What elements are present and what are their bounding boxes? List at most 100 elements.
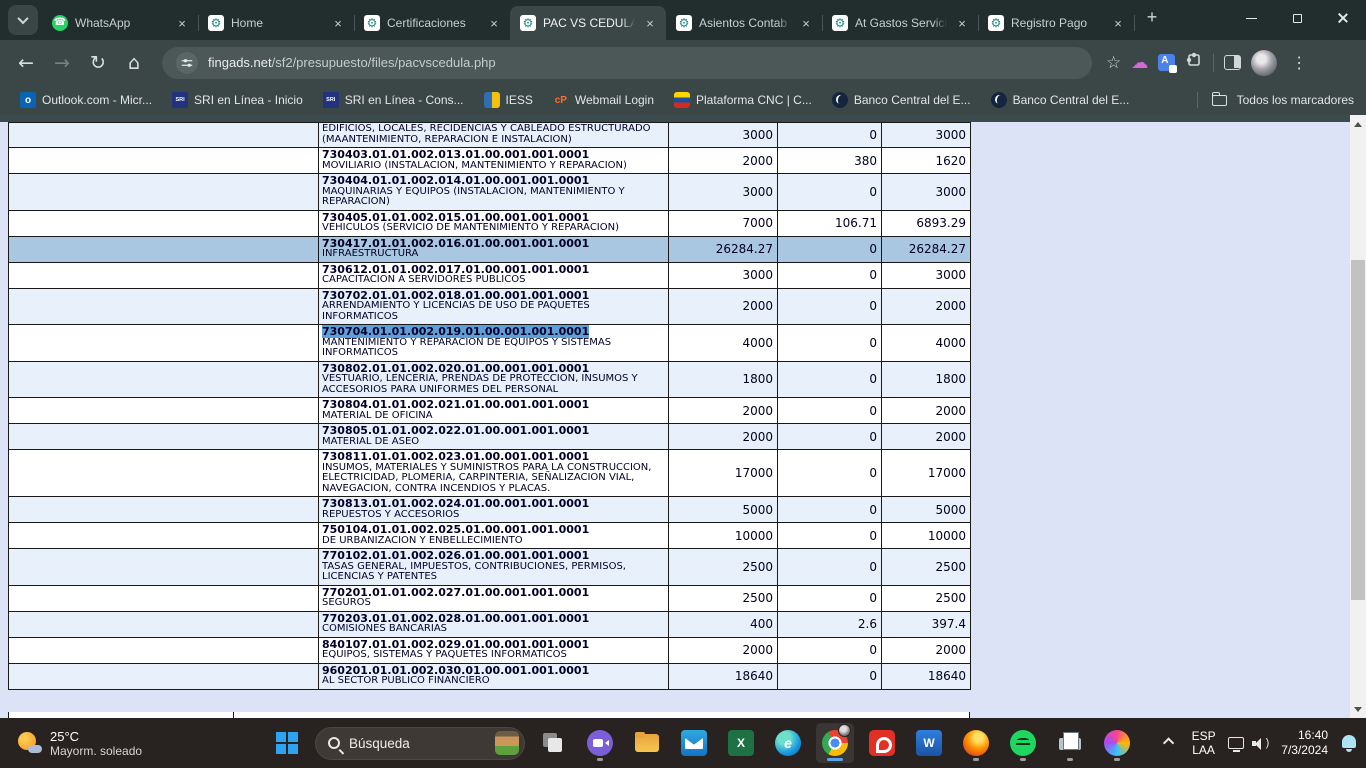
row-empty-cell[interactable] (8, 173, 319, 211)
tab-close-icon[interactable] (174, 15, 190, 31)
table-row[interactable]: 730802.01.01.002.020.01.00.001.001.0001 … (8, 360, 971, 398)
tab-close-icon[interactable] (798, 15, 814, 31)
row-empty-cell[interactable] (8, 662, 319, 690)
table-row[interactable]: 730404.01.01.002.014.01.00.001.001.0001 … (8, 173, 971, 211)
word-icon[interactable]: W (910, 723, 948, 763)
bookmark-item[interactable]: cP Webmail Login (545, 89, 662, 111)
paint-icon[interactable] (1098, 723, 1136, 763)
row-empty-cell[interactable] (8, 235, 319, 263)
tab-close-icon[interactable] (1110, 15, 1126, 31)
bookmark-item[interactable]: Plataforma CNC | C... (666, 89, 820, 111)
browser-tab[interactable]: At Gastos Servici (822, 6, 979, 40)
bookmark-item[interactable]: o Outlook.com - Micr... (12, 89, 160, 111)
table-row[interactable]: 730804.01.01.002.021.01.00.001.001.0001 … (8, 397, 971, 424)
start-button[interactable] (268, 723, 306, 763)
browser-menu-icon[interactable]: ⋮ (1291, 53, 1308, 72)
bookmark-item[interactable]: IESS (476, 89, 541, 111)
translate-icon[interactable] (1158, 54, 1178, 73)
scroll-down-arrow[interactable] (1350, 702, 1366, 716)
tab-close-icon[interactable] (486, 15, 502, 31)
language-indicator[interactable]: ESP LAA (1192, 729, 1216, 757)
clock[interactable]: 16:40 7/3/2024 (1281, 728, 1328, 758)
address-bar[interactable]: fingads.net/sf2/presupuesto/files/pacvsc… (162, 46, 1092, 79)
tab-search-button[interactable] (8, 5, 38, 35)
file-explorer-icon[interactable] (628, 723, 666, 763)
all-bookmarks-button[interactable]: Todos los marcadores (1236, 93, 1354, 107)
row-empty-cell[interactable] (8, 324, 319, 362)
bookmark-item[interactable]: Banco Central del E... (983, 89, 1138, 111)
browser-tab[interactable]: Registro Pago (978, 6, 1135, 40)
printer-icon[interactable] (1051, 723, 1089, 763)
table-row[interactable]: 750104.01.01.002.025.01.00.001.001.0001 … (8, 522, 971, 549)
tab-close-icon[interactable] (330, 15, 346, 31)
row-empty-cell[interactable] (8, 209, 319, 237)
row-empty-cell[interactable] (8, 122, 319, 148)
profile-avatar[interactable] (1251, 49, 1278, 76)
table-row[interactable]: 960201.01.01.002.030.01.00.001.001.0001 … (8, 662, 971, 690)
site-info-icon[interactable] (176, 51, 198, 74)
row-empty-cell[interactable] (8, 610, 319, 638)
table-row[interactable]: 770102.01.01.002.026.01.00.001.001.0001 … (8, 548, 971, 586)
table-row[interactable]: 730805.01.01.002.022.01.00.001.001.0001 … (8, 423, 971, 450)
browser-tab[interactable]: Home (198, 6, 355, 40)
excel-icon[interactable]: X (722, 723, 760, 763)
side-panel-icon[interactable] (1224, 55, 1242, 70)
table-row[interactable]: 730417.01.01.002.016.01.00.001.001.0001 … (8, 235, 971, 263)
row-empty-cell[interactable] (8, 548, 319, 586)
table-row[interactable]: 730811.01.01.002.023.01.00.001.001.0001 … (8, 449, 971, 497)
chat-icon[interactable] (581, 723, 619, 763)
notifications-bell-icon[interactable] (1340, 733, 1358, 753)
tab-close-icon[interactable] (954, 15, 970, 31)
extension-cloud-icon[interactable]: ☁ (1131, 52, 1149, 73)
table-row[interactable]: 840107.01.01.002.029.01.00.001.001.0001 … (8, 636, 971, 664)
scrollbar-thumb[interactable] (1351, 260, 1365, 600)
row-empty-cell[interactable] (8, 287, 319, 325)
vertical-scrollbar[interactable] (1350, 115, 1366, 718)
row-empty-cell[interactable] (8, 449, 319, 497)
close-button[interactable] (1320, 0, 1366, 36)
row-empty-cell[interactable] (8, 147, 319, 174)
minimize-button[interactable] (1228, 0, 1274, 36)
tab-close-icon[interactable] (642, 15, 658, 31)
tray-overflow-button[interactable] (1160, 733, 1180, 753)
forward-button[interactable]: → (54, 51, 70, 74)
bookmark-item[interactable]: Banco Central del E... (824, 89, 979, 111)
table-row[interactable]: 730702.01.01.002.018.01.00.001.001.0001 … (8, 287, 971, 325)
row-empty-cell[interactable] (8, 636, 319, 664)
row-empty-cell[interactable] (8, 261, 319, 289)
maximize-button[interactable] (1274, 0, 1320, 36)
browser-tab[interactable]: WhatsApp (42, 6, 199, 40)
bookmark-star-icon[interactable]: ☆ (1106, 52, 1122, 73)
row-empty-cell[interactable] (8, 584, 319, 612)
mail-icon[interactable] (675, 723, 713, 763)
row-empty-cell[interactable] (8, 522, 319, 549)
edge-icon[interactable]: e (769, 723, 807, 763)
extensions-puzzle-icon[interactable] (1185, 51, 1203, 74)
firefox-icon[interactable] (957, 723, 995, 763)
row-empty-cell[interactable] (8, 496, 319, 523)
table-row[interactable]: 730405.01.01.002.015.01.00.001.001.0001 … (8, 209, 971, 237)
back-button[interactable]: ← (18, 51, 34, 74)
new-tab-button[interactable]: + (1146, 7, 1158, 27)
table-row[interactable]: 730403.01.01.002.013.01.00.001.001.0001 … (8, 147, 971, 174)
row-empty-cell[interactable] (8, 397, 319, 424)
acrobat-icon[interactable] (863, 723, 901, 763)
bookmark-item[interactable]: SRI SRI en Línea - Cons... (315, 89, 472, 111)
bookmark-item[interactable]: SRI SRI en Línea - Inicio (164, 89, 311, 111)
tray-status-icons[interactable]: ) (1227, 737, 1269, 752)
table-row[interactable]: EDIFICIOS, LOCALES, RECIDENCIAS Y CABLEA… (8, 122, 971, 148)
spotify-icon[interactable] (1004, 723, 1042, 763)
reload-button[interactable]: ↻ (90, 51, 106, 74)
weather-widget[interactable]: 25°C Mayorm. soleado (10, 718, 148, 768)
browser-tab[interactable]: PAC VS CEDULA (510, 6, 666, 40)
chrome-icon[interactable] (816, 723, 854, 763)
table-row[interactable]: 730612.01.01.002.017.01.00.001.001.0001 … (8, 261, 971, 289)
table-row[interactable]: 730813.01.01.002.024.01.00.001.001.0001 … (8, 496, 971, 523)
home-button[interactable]: ⌂ (127, 51, 141, 74)
table-row[interactable]: 770203.01.01.002.028.01.00.001.001.0001 … (8, 610, 971, 638)
browser-tab[interactable]: Asientos Contab (666, 6, 823, 40)
browser-tab[interactable]: Certificaciones (354, 6, 511, 40)
taskbar-search[interactable]: Búsqueda (315, 726, 525, 760)
task-view-icon[interactable] (534, 723, 572, 763)
scroll-up-arrow[interactable] (1350, 117, 1366, 131)
